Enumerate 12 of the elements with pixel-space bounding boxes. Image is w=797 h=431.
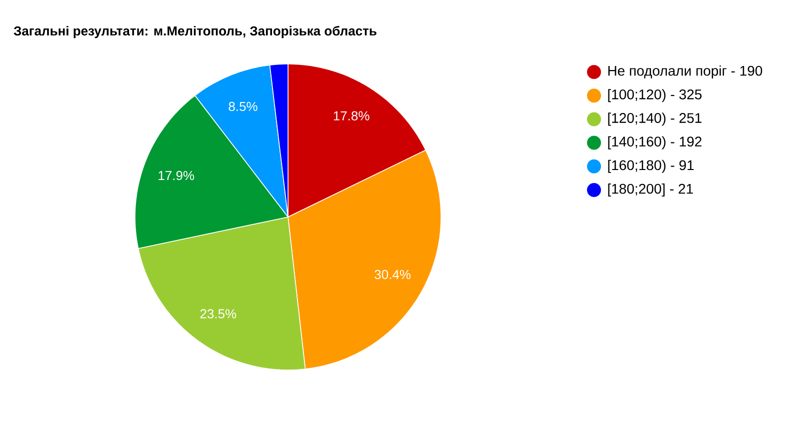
legend-label: [120;140) - 251 [608, 112, 702, 126]
data-label: 30.4% [374, 270, 411, 280]
legend-label: [100;120) - 325 [608, 89, 702, 102]
legend-label: [140;160) - 192 [608, 136, 702, 150]
data-label: 17.9% [158, 170, 194, 180]
data-label: 17.8% [334, 111, 370, 120]
legend-label: [180;200] - 21 [608, 183, 693, 197]
data-label: 8.5% [228, 102, 258, 112]
chart-title: Загальні результати: м.Мелітополь, Запорізька область [14, 26, 376, 38]
legend-label: [160;180) - 91 [608, 160, 694, 173]
data-label: 23.5% [200, 309, 236, 318]
legend-label: Не подолали поріг - 190 [608, 65, 762, 79]
